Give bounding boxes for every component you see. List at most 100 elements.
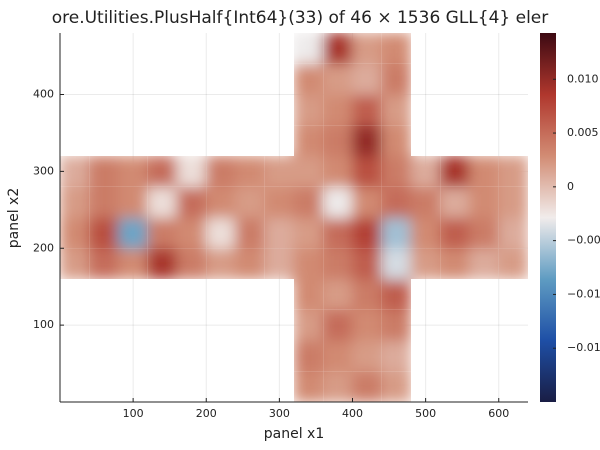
x-tick-label: 400 [342,407,363,420]
y-tick-label: 400 [33,88,54,101]
colorbar-tick-label: −0.01 [567,341,600,354]
colorbar-tick-label: 0.005 [567,126,599,139]
heat-cell [118,217,149,249]
x-tick-label: 300 [269,407,290,420]
heat-cell [264,247,295,280]
heat-cell [469,217,500,249]
heat-cell [352,186,383,218]
heat-cell [352,94,383,126]
heat-cell [498,247,528,280]
heat-cell [176,186,207,218]
heat-cell [60,186,90,218]
heat-cell [322,370,353,402]
heat-cell [381,340,412,372]
heat-cell [88,247,119,280]
heat-cell [322,33,353,65]
heat-cell [352,124,383,157]
heat-cell [235,247,266,280]
heat-cell [381,33,412,65]
heat-cell [293,278,324,311]
heat-cell [264,155,295,188]
heat-cell [205,247,236,280]
colorbar-tick-label: 0 [567,180,574,193]
heat-cell [293,340,324,372]
heat-cell [381,63,412,95]
heat-cell [381,94,412,126]
heat-cell [293,309,324,341]
x-tick-label: 200 [196,407,217,420]
heat-cell [205,186,236,218]
heat-cell [381,309,412,341]
heat-cell [322,124,353,157]
heat-cell [469,155,500,188]
heat-cell [322,186,353,218]
colorbar-tick-label: 0.010 [567,72,599,85]
heat-cell [410,217,441,249]
chart-title: ore.Utilities.PlusHalf{Int64}(33) of 46 … [52,8,549,28]
heat-cell [293,370,324,402]
x-tick-label: 500 [415,407,436,420]
heat-cell [147,247,178,280]
heat-cell [352,155,383,188]
heat-cell [381,370,412,402]
heat-cell [410,247,441,280]
x-axis-label: panel x1 [264,426,324,442]
heatmap-cells [60,33,528,402]
heat-cell [264,217,295,249]
heat-cell [293,94,324,126]
heat-cell [381,278,412,311]
heat-cell [293,124,324,157]
heat-cell [381,217,412,249]
heat-cell [235,155,266,188]
heatmap [60,33,528,402]
heat-cell [147,217,178,249]
heat-cell [88,155,119,188]
heat-cell [322,94,353,126]
heat-cell [264,186,295,218]
heat-cell [352,340,383,372]
heat-cell [322,278,353,311]
heat-cell [439,247,470,280]
heat-cell [322,217,353,249]
heat-cell [352,370,383,402]
heat-cell [293,155,324,188]
axes: 100 200 300 400 500 600 100 200 300 400 0.010 0.005… [33,33,600,420]
y-tick-label: 200 [33,241,54,254]
heat-cell [381,186,412,218]
heat-cell [352,278,383,311]
heat-cell [293,247,324,280]
heat-cell [322,340,353,372]
heat-cell [235,186,266,218]
heat-cell [410,186,441,218]
heat-cell [147,186,178,218]
heat-cell [352,217,383,249]
heat-cell [293,63,324,95]
x-tick-label: 100 [123,407,144,420]
heat-cell [205,217,236,249]
heat-cell [322,247,353,280]
heat-cell [147,155,178,188]
y-axis-label: panel x2 [6,188,22,248]
heat-cell [469,247,500,280]
colorbar-tick-label: −0.00 [567,234,600,247]
heat-cell [205,155,236,188]
heat-cell [381,155,412,188]
heat-cell [352,309,383,341]
y-tick-label: 300 [33,164,54,177]
heat-cell [88,186,119,218]
heat-cell [293,33,324,65]
heat-cell [60,217,90,249]
heat-cell [235,217,266,249]
heat-cell [439,217,470,249]
heat-cell [498,217,528,249]
heat-cell [88,217,119,249]
heat-cell [439,186,470,218]
heat-cell [60,155,90,188]
heat-cell [118,155,149,188]
heat-cell [176,155,207,188]
heat-cell [60,247,90,280]
heat-cell [352,33,383,65]
heat-cell [293,217,324,249]
heat-cell [176,247,207,280]
